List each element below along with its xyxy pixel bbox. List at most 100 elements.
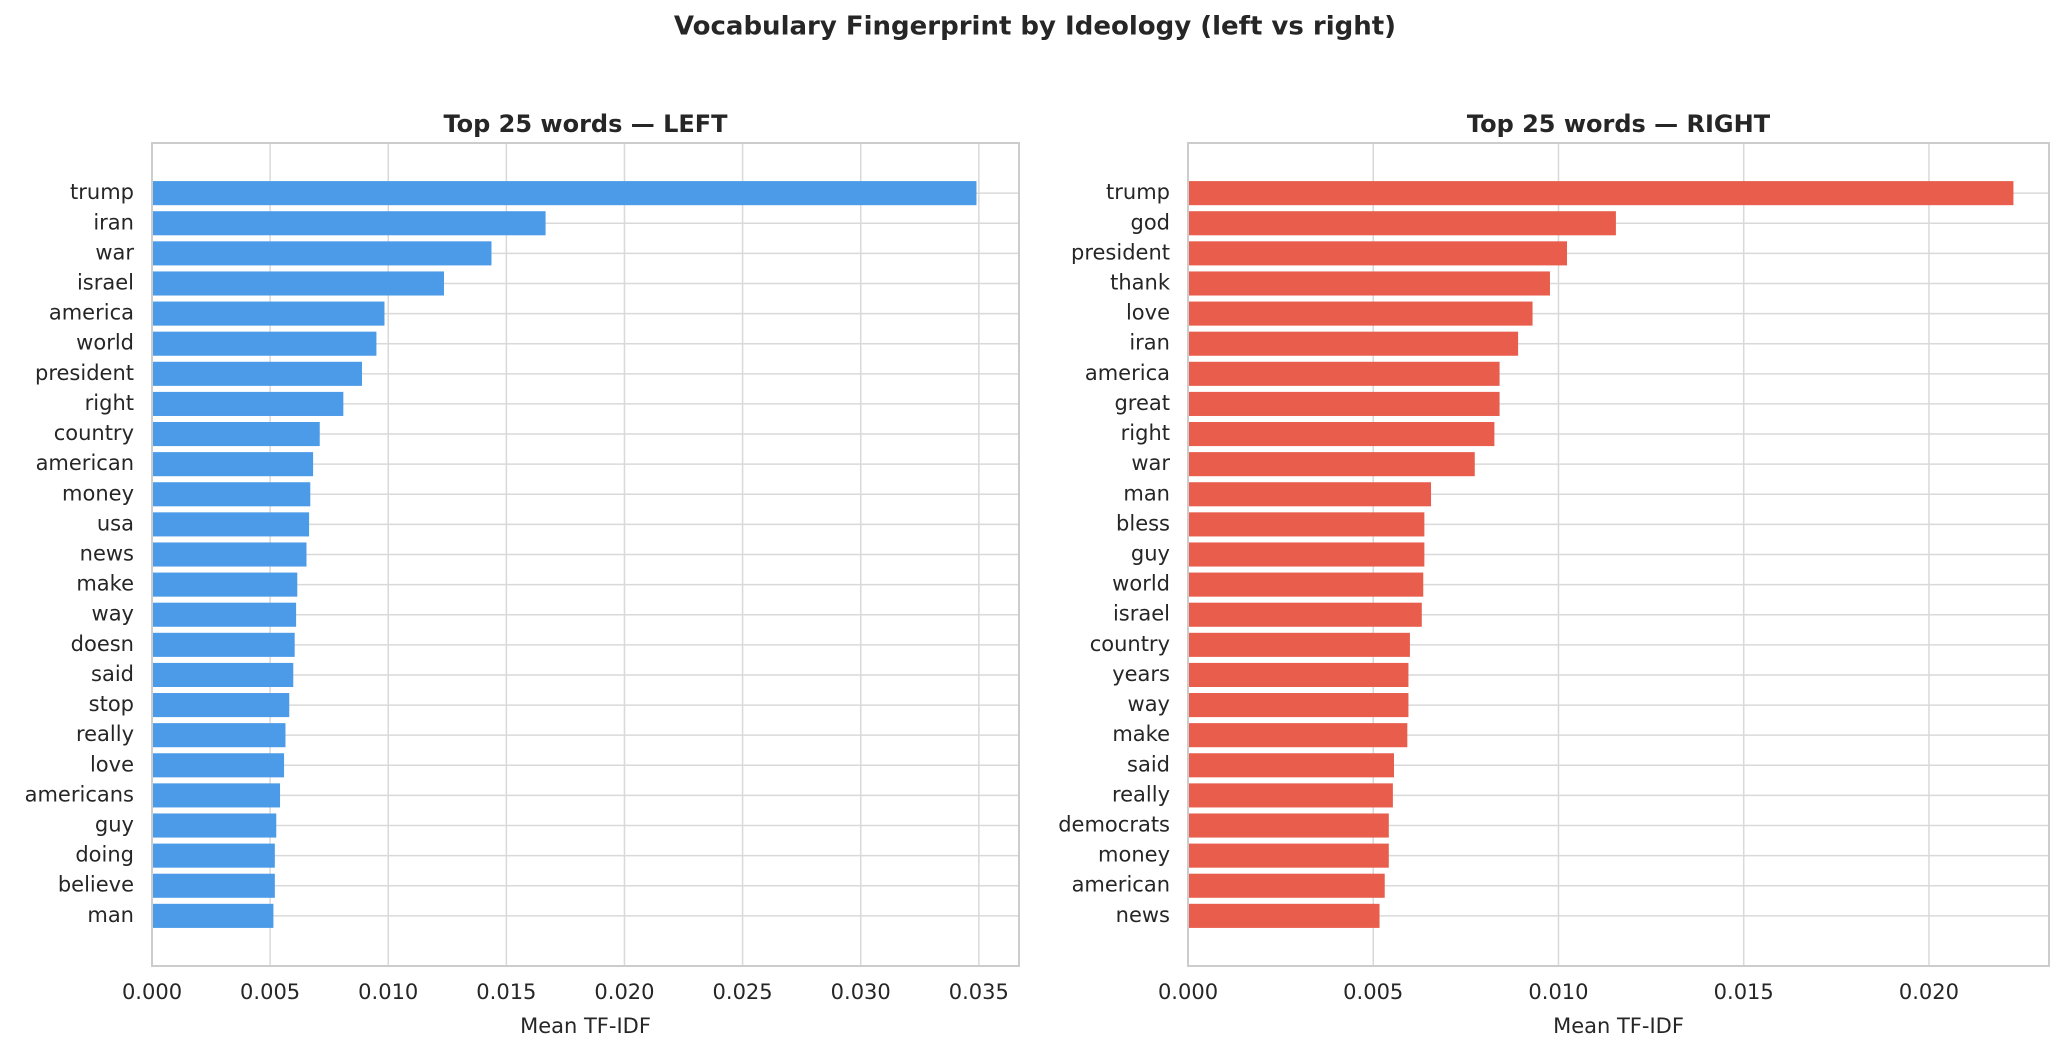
y-tick-label: said	[1127, 752, 1170, 776]
bar	[1188, 241, 1568, 266]
y-tick-label: usa	[97, 511, 134, 535]
y-tick-label: really	[1112, 782, 1170, 806]
y-tick-label: america	[49, 301, 134, 325]
bar	[1188, 602, 1422, 627]
figure-title: Vocabulary Fingerprint by Ideology (left…	[674, 12, 1396, 42]
bar	[152, 542, 307, 567]
y-tick-label: world	[1112, 572, 1170, 596]
bar	[152, 903, 274, 928]
bar	[152, 602, 297, 627]
bar	[1188, 452, 1475, 477]
bar	[152, 482, 311, 507]
y-tick-label: money	[1098, 843, 1170, 867]
y-tick-label: democrats	[1058, 813, 1170, 837]
x-tick-label: 0.005	[1343, 980, 1403, 1004]
bar	[152, 422, 320, 447]
y-tick-label: believe	[58, 873, 134, 897]
y-tick-label: love	[90, 752, 134, 776]
x-tick-label: 0.015	[476, 980, 536, 1004]
bar	[1188, 391, 1500, 416]
y-tick-label: stop	[89, 692, 134, 716]
bar	[1188, 632, 1410, 657]
y-tick-label: love	[1126, 301, 1170, 325]
y-tick-label: iran	[93, 210, 134, 234]
bar	[152, 813, 277, 838]
bar	[152, 632, 295, 657]
x-tick-label: 0.000	[1158, 980, 1218, 1004]
y-tick-label: doing	[75, 843, 134, 867]
bar	[1188, 482, 1432, 507]
axes-frame	[151, 142, 1020, 967]
bar	[152, 753, 285, 778]
y-tick-label: world	[76, 331, 134, 355]
bar	[1188, 211, 1616, 236]
bar	[152, 512, 310, 537]
x-tick-label: 0.035	[949, 980, 1009, 1004]
y-tick-label: president	[35, 361, 134, 385]
y-tick-label: israel	[77, 270, 134, 294]
y-tick-label: thank	[1110, 270, 1171, 294]
bar	[152, 241, 492, 266]
bar	[152, 181, 977, 206]
x-tick-label: 0.010	[358, 980, 418, 1004]
y-tick-label: way	[92, 602, 134, 626]
y-tick-label: great	[1114, 391, 1170, 415]
y-tick-label: said	[91, 662, 134, 686]
y-tick-label: guy	[95, 813, 134, 837]
y-tick-label: god	[1130, 210, 1170, 234]
y-tick-label: war	[95, 240, 134, 264]
y-tick-label: man	[1123, 481, 1170, 505]
bar	[1188, 542, 1425, 567]
y-tick-label: iran	[1129, 331, 1170, 355]
bar	[1188, 753, 1394, 778]
bar	[1188, 422, 1495, 447]
bar	[1188, 662, 1409, 687]
y-tick-label: america	[1085, 361, 1170, 385]
bar	[1188, 693, 1409, 718]
bar	[152, 271, 444, 296]
x-tick-label: 0.000	[122, 980, 182, 1004]
y-tick-label: american	[36, 451, 134, 475]
y-tick-label: make	[1112, 722, 1170, 746]
subplot-title: Top 25 words — RIGHT	[1467, 110, 1771, 138]
bar	[152, 873, 275, 898]
y-tick-label: war	[1131, 451, 1170, 475]
bar	[1188, 873, 1385, 898]
bar	[1188, 723, 1408, 748]
x-axis-label: Mean TF-IDF	[520, 1014, 651, 1038]
x-axis-label: Mean TF-IDF	[1553, 1014, 1684, 1038]
bar	[1188, 301, 1533, 326]
bar	[152, 331, 377, 356]
bar	[1188, 331, 1519, 356]
y-tick-label: trump	[70, 180, 134, 204]
bar	[1188, 271, 1550, 296]
bar	[152, 662, 294, 687]
x-tick-label: 0.020	[1899, 980, 1959, 1004]
y-tick-label: news	[80, 542, 134, 566]
bar	[152, 211, 546, 236]
y-tick-label: right	[1121, 421, 1170, 445]
bar	[152, 452, 314, 477]
x-tick-label: 0.010	[1528, 980, 1588, 1004]
y-tick-label: bless	[1116, 511, 1170, 535]
subplot-title: Top 25 words — LEFT	[443, 110, 728, 138]
bar	[152, 693, 290, 718]
bar	[1188, 181, 2014, 206]
bar	[152, 572, 298, 597]
x-tick-label: 0.015	[1714, 980, 1774, 1004]
bar	[1188, 783, 1393, 808]
y-tick-label: americans	[25, 782, 134, 806]
y-tick-label: country	[1090, 632, 1170, 656]
y-tick-label: president	[1071, 240, 1170, 264]
x-tick-label: 0.020	[594, 980, 654, 1004]
y-tick-label: american	[1072, 873, 1170, 897]
bar	[152, 843, 275, 868]
bar	[152, 723, 286, 748]
bar	[1188, 512, 1425, 537]
bar	[1188, 361, 1500, 386]
y-tick-label: years	[1112, 662, 1170, 686]
y-tick-label: doesn	[71, 632, 134, 656]
y-tick-label: make	[76, 572, 134, 596]
y-tick-label: news	[1116, 903, 1170, 927]
